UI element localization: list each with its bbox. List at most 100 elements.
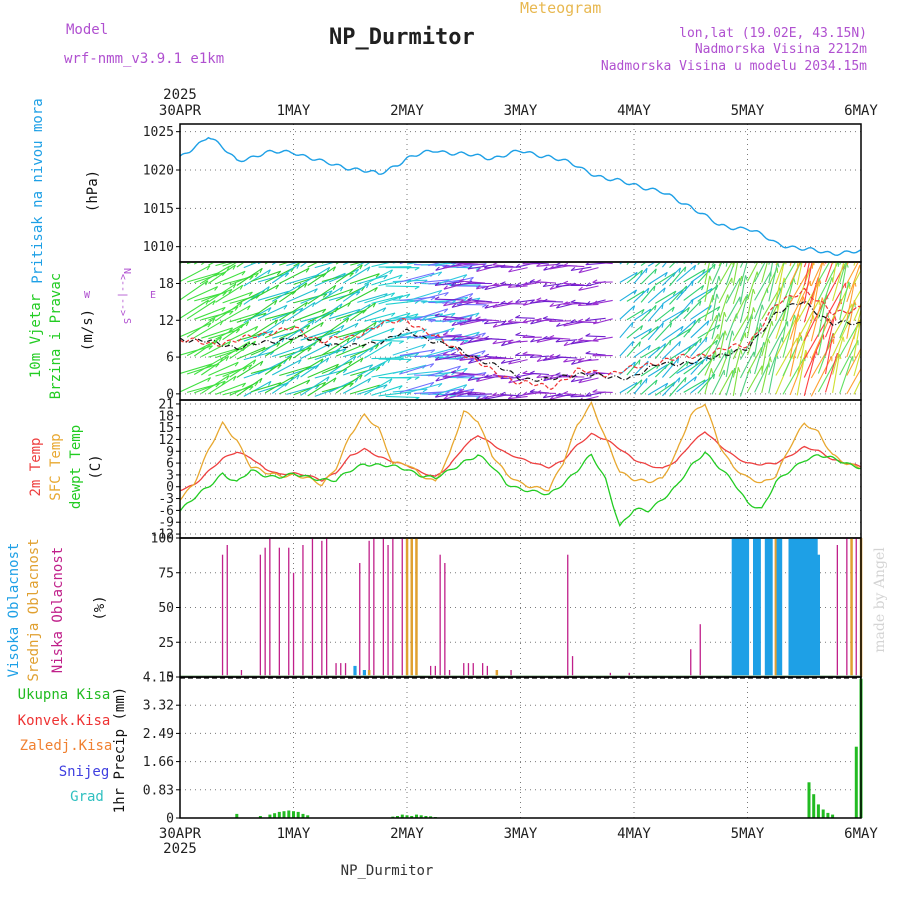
- wind-vector: [683, 337, 702, 356]
- wind-vector-head: [767, 338, 771, 344]
- wind-vector: [662, 325, 684, 342]
- wind-vector: [683, 359, 705, 375]
- wind-vector: [236, 360, 264, 378]
- wind-vector-head: [632, 361, 636, 367]
- wind-vector: [754, 341, 765, 375]
- wind-vector: [335, 309, 367, 320]
- wind-vector-head: [578, 286, 583, 291]
- wind-vector: [669, 361, 689, 379]
- wind-vector-head: [322, 308, 327, 314]
- wind-vector-head: [313, 288, 318, 293]
- wind-vector-head: [226, 375, 230, 381]
- wind-vector-head: [442, 316, 448, 321]
- wind-vector: [300, 342, 332, 360]
- wind-vector-head: [522, 351, 528, 355]
- wind-vector: [406, 271, 442, 284]
- wind-vector: [378, 293, 411, 305]
- precip-bar: [424, 816, 428, 818]
- wind-vector: [633, 308, 652, 321]
- wind-vector-head: [352, 355, 357, 361]
- model-label: Model: [66, 22, 108, 38]
- wind-vector: [810, 278, 820, 323]
- precip-bar: [400, 814, 404, 818]
- wind-vector-head: [283, 304, 288, 310]
- wind-vector-head: [249, 386, 254, 391]
- wind-vector-head: [443, 308, 449, 313]
- wind-vector: [428, 262, 444, 267]
- wind-vector-head: [728, 350, 731, 356]
- wind-vector-head: [481, 332, 486, 337]
- wind-vector-head: [349, 252, 352, 256]
- wind-vector-head: [315, 385, 320, 390]
- wind-vector: [428, 365, 461, 377]
- wind-vector-head: [369, 348, 374, 353]
- bottom-date-label: 5MAY: [731, 826, 765, 842]
- wind-vector-head: [249, 275, 254, 281]
- wind-vector-head: [542, 356, 548, 361]
- wind-vector-head: [368, 364, 374, 369]
- wind-vector-head: [406, 312, 411, 318]
- wind-vector-head: [702, 269, 706, 274]
- wind-vector-head: [326, 376, 330, 382]
- precip-bar: [807, 782, 811, 818]
- wind-vector: [508, 340, 528, 344]
- wind-vector: [335, 357, 364, 375]
- wind-vector: [451, 353, 478, 357]
- wind-vector-head: [693, 376, 697, 382]
- wind-vector-head: [570, 319, 576, 323]
- bottom-date-label: 4MAY: [617, 826, 651, 842]
- wind-vector: [492, 374, 514, 378]
- wind-vector: [782, 335, 802, 377]
- footer-station: NP_Durmitor: [341, 863, 434, 879]
- wind-vector: [208, 361, 239, 377]
- wind-vector: [456, 332, 486, 342]
- wind-vector: [194, 380, 226, 394]
- wind-vector: [500, 321, 521, 326]
- low-cloud-bar: [344, 663, 347, 677]
- wind-vector: [201, 288, 233, 302]
- wind-vector: [264, 325, 296, 339]
- wind-vector-head: [233, 375, 237, 381]
- wind-vector-head: [866, 228, 867, 233]
- wind-vector-head: [226, 265, 231, 271]
- precip-ylabel: 1hr Precip (mm): [112, 687, 128, 813]
- wind-vector: [754, 362, 770, 393]
- wind-vector: [475, 301, 500, 305]
- wind-vector-head: [549, 374, 554, 379]
- wind-vector-head: [507, 395, 513, 400]
- pressure-ytick-label: 1010: [143, 240, 174, 255]
- wind-vector: [654, 339, 672, 359]
- wind-vector-head: [784, 262, 787, 265]
- wind-vector-head: [221, 249, 224, 253]
- precip-bar: [282, 811, 286, 818]
- wind-vector: [732, 315, 749, 341]
- wind-vector: [669, 377, 687, 397]
- wind-vector: [357, 274, 388, 285]
- wind-vector-head: [254, 250, 257, 254]
- wind-vector-head: [443, 395, 448, 400]
- wind-vector-head: [543, 266, 548, 271]
- wind-vector-head: [769, 357, 772, 363]
- wind-vector: [853, 348, 861, 377]
- wind-vector: [180, 363, 213, 375]
- wind-vector-head: [414, 286, 420, 290]
- temp-dewpt-line: [179, 451, 862, 527]
- wind-vector: [215, 301, 243, 322]
- wind-vector-head: [631, 341, 634, 347]
- wind-vector: [364, 262, 372, 267]
- wind-vector: [399, 349, 435, 357]
- wind-vector: [492, 339, 514, 345]
- wind-vector: [435, 372, 464, 382]
- wind-vector: [839, 322, 860, 357]
- top-date-label: 6MAY: [844, 103, 878, 119]
- temperature-ytick-label: 15: [158, 421, 174, 436]
- chart-title: NP_Durmitor: [329, 25, 475, 50]
- wind-vector: [578, 303, 599, 307]
- precip-bar: [292, 811, 295, 818]
- wind-vector: [229, 325, 258, 341]
- temp-2m-line: [179, 431, 862, 492]
- wind-vector-head: [718, 275, 721, 281]
- wind-vector-head: [563, 322, 568, 327]
- pressure-unit: (hPa): [85, 170, 101, 212]
